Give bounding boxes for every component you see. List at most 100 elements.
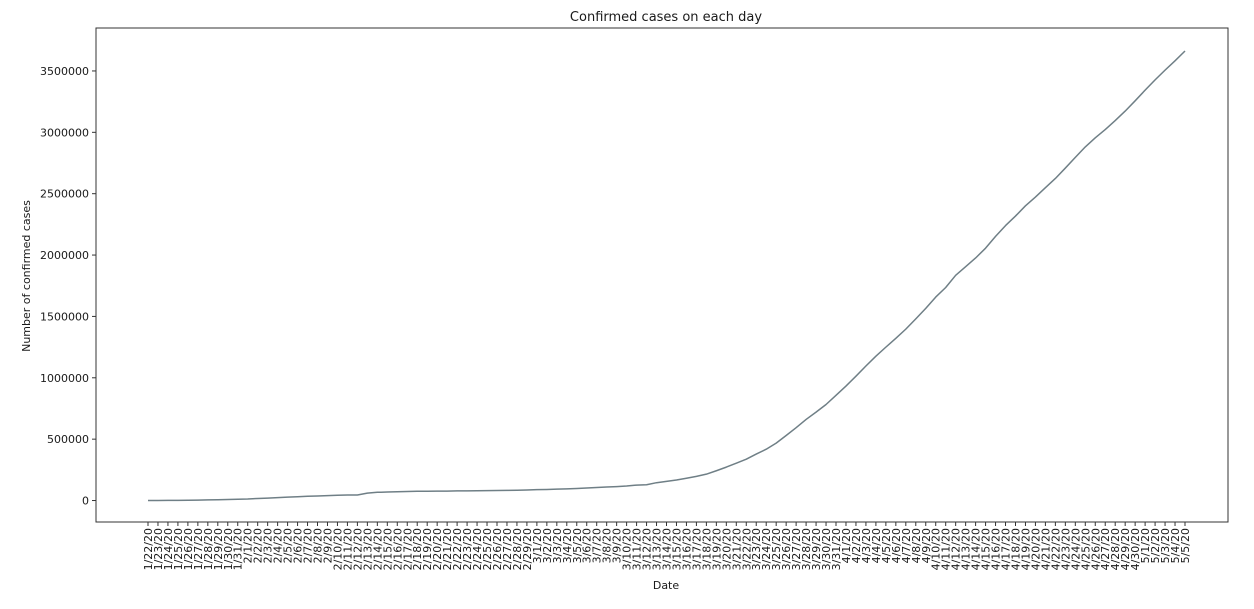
x-tick-label: 2/14/20 [371, 528, 384, 570]
x-tick-label: 3/12/20 [641, 528, 654, 570]
x-tick-label: 4/7/20 [900, 528, 913, 563]
x-tick-label: 2/12/20 [351, 528, 364, 570]
x-tick-label: 4/30/20 [1129, 528, 1142, 570]
x-tick-label: 2/4/20 [272, 528, 285, 563]
y-axis-label: Number of confirmed cases [20, 200, 33, 352]
x-tick-label: 2/13/20 [361, 528, 374, 570]
y-tick-label: 0 [82, 495, 89, 508]
x-tick-label: 5/3/20 [1159, 528, 1172, 563]
x-tick-label: 1/31/20 [232, 528, 245, 570]
x-tick-label: 4/24/20 [1069, 528, 1082, 570]
x-tick-label: 4/3/20 [860, 528, 873, 563]
x-tick-label: 3/21/20 [730, 528, 743, 570]
x-tick-label: 5/5/20 [1179, 528, 1192, 563]
x-tick-label: 2/2/20 [252, 528, 265, 563]
x-tick-label: 3/28/20 [800, 528, 813, 570]
x-tick-label: 3/22/20 [740, 528, 753, 570]
x-tick-label: 3/8/20 [601, 528, 614, 563]
x-axis-label: Date [653, 579, 680, 592]
plot-area: 0 500000 1000000 1500000 2000000 2500000 30000… [40, 50, 1192, 570]
x-tick-label: 4/12/20 [950, 528, 963, 570]
x-tick-label: 4/4/20 [870, 528, 883, 563]
x-tick-label: 3/4/20 [561, 528, 574, 563]
x-tick-label: 3/9/20 [611, 528, 624, 563]
x-tick-label: 2/24/20 [471, 528, 484, 570]
x-tick-label: 4/11/20 [940, 528, 953, 570]
x-tick-label: 4/26/20 [1089, 528, 1102, 570]
x-tick-label: 2/22/20 [451, 528, 464, 570]
x-tick-label: 4/21/20 [1039, 528, 1052, 570]
x-tick-label: 4/17/20 [1000, 528, 1013, 570]
x-tick-label: 2/17/20 [401, 528, 414, 570]
x-tick-label: 4/28/20 [1109, 528, 1122, 570]
x-tick-label: 5/2/20 [1149, 528, 1162, 563]
x-tick-label: 3/24/20 [760, 528, 773, 570]
x-tick-label: 2/23/20 [461, 528, 474, 570]
x-tick-label: 5/4/20 [1169, 528, 1182, 563]
x-tick-label: 2/26/20 [491, 528, 504, 570]
x-tick-label: 2/7/20 [302, 528, 315, 563]
y-tick-label: 1500000 [40, 310, 89, 323]
x-tick-label: 2/3/20 [262, 528, 275, 563]
x-tick-label: 2/25/20 [481, 528, 494, 570]
x-tick-label: 2/20/20 [431, 528, 444, 570]
x-tick-label: 3/30/20 [820, 528, 833, 570]
x-tick-label: 3/31/20 [830, 528, 843, 570]
x-tick-label: 4/20/20 [1029, 528, 1042, 570]
x-tick-label: 4/19/20 [1019, 528, 1032, 570]
x-tick-label: 3/26/20 [780, 528, 793, 570]
x-tick-label: 2/9/20 [321, 528, 334, 563]
x-tick-label: 1/27/20 [192, 528, 205, 570]
y-tick-label: 1000000 [40, 372, 89, 385]
y-tick-label: 500000 [47, 433, 89, 446]
x-tick-label: 4/18/20 [1009, 528, 1022, 570]
x-tick-label: 1/22/20 [142, 528, 155, 570]
x-tick-label: 4/23/20 [1059, 528, 1072, 570]
x-tick-label: 2/10/20 [331, 528, 344, 570]
y-tick-label: 2500000 [40, 188, 89, 201]
x-tick-label: 3/13/20 [651, 528, 664, 570]
x-tick-label: 2/28/20 [511, 528, 524, 570]
x-tick-label: 3/20/20 [720, 528, 733, 570]
series-line [147, 50, 1186, 502]
x-tick-label: 2/27/20 [501, 528, 514, 570]
x-tick-label: 1/26/20 [182, 528, 195, 570]
x-tick-label: 3/10/20 [621, 528, 634, 570]
x-tick-label: 1/24/20 [162, 528, 175, 570]
x-tick-label: 3/11/20 [631, 528, 644, 570]
x-tick-label: 2/16/20 [391, 528, 404, 570]
x-tick-label: 4/2/20 [850, 528, 863, 563]
x-tick-label: 3/25/20 [770, 528, 783, 570]
x-tick-label: 2/11/20 [341, 528, 354, 570]
plot-frame [95, 27, 1229, 523]
x-tick-label: 4/27/20 [1099, 528, 1112, 570]
x-tick-label: 3/16/20 [680, 528, 693, 570]
y-tick-label: 3500000 [40, 65, 89, 78]
x-tick-label: 4/29/20 [1119, 528, 1132, 570]
x-tick-label: 3/6/20 [581, 528, 594, 563]
x-tick-label: 4/8/20 [910, 528, 923, 563]
x-tick-label: 3/27/20 [790, 528, 803, 570]
x-tick-label: 4/13/20 [960, 528, 973, 570]
x-tick-label: 4/22/20 [1049, 528, 1062, 570]
x-tick-label: 3/14/20 [661, 528, 674, 570]
x-tick-label: 1/28/20 [202, 528, 215, 570]
x-tick-label: 4/16/20 [990, 528, 1003, 570]
x-tick-label: 1/29/20 [212, 528, 225, 570]
x-tick-label: 3/19/20 [710, 528, 723, 570]
x-tick-label: 3/2/20 [541, 528, 554, 563]
x-tick-label: 4/10/20 [930, 528, 943, 570]
x-tick-label: 2/15/20 [381, 528, 394, 570]
x-tick-label: 4/6/20 [890, 528, 903, 563]
x-tick-label: 3/1/20 [531, 528, 544, 563]
x-tick-label: 3/18/20 [700, 528, 713, 570]
x-tick-label: 1/23/20 [152, 528, 165, 570]
x-tick-label: 3/3/20 [551, 528, 564, 563]
x-tick-label: 2/5/20 [282, 528, 295, 563]
x-tick-label: 3/29/20 [810, 528, 823, 570]
x-tick-label: 3/17/20 [690, 528, 703, 570]
x-tick-label: 2/6/20 [292, 528, 305, 563]
x-tick-label: 4/14/20 [970, 528, 983, 570]
x-tick-label: 2/19/20 [421, 528, 434, 570]
